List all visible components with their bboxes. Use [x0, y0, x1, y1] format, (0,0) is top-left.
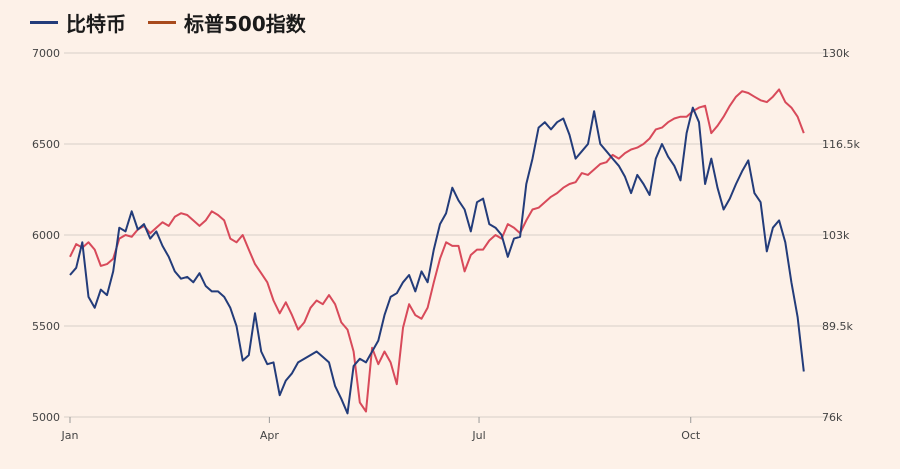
legend-item-sp500: 标普500指数	[148, 8, 306, 37]
right-tick-label-0: 76k	[822, 411, 843, 424]
legend-label-sp500: 标普500指数	[184, 12, 306, 36]
right-tick-label-2: 103k	[822, 229, 850, 242]
legend-swatch-bitcoin	[30, 21, 58, 24]
sp500-line	[69, 88, 805, 413]
right-tick-label-4: 130k	[822, 47, 850, 60]
series-lines	[69, 88, 805, 415]
left-tick-label-3: 6500	[32, 138, 60, 151]
x-tick-label-2: Jul	[471, 429, 485, 442]
bitcoin-line	[69, 106, 805, 415]
x-tick-label-0: Jan	[61, 429, 79, 442]
legend: 比特币 标普500指数	[30, 8, 328, 37]
gridlines	[64, 52, 830, 418]
x-tick-label-3: Oct	[681, 429, 701, 442]
legend-label-bitcoin: 比特币	[66, 12, 126, 36]
x-tick-label-1: Apr	[260, 429, 280, 442]
right-tick-label-1: 89.5k	[822, 320, 853, 333]
left-tick-label-2: 6000	[32, 229, 60, 242]
legend-swatch-sp500	[148, 21, 176, 24]
x-axis: Jan Apr Jul Oct	[61, 417, 701, 442]
left-y-axis: 5000 5500 6000 6500 7000	[32, 47, 60, 424]
legend-item-bitcoin: 比特币	[30, 8, 126, 37]
right-tick-label-3: 116.5k	[822, 138, 860, 151]
left-tick-label-1: 5500	[32, 320, 60, 333]
left-tick-label-4: 7000	[32, 47, 60, 60]
left-tick-label-0: 5000	[32, 411, 60, 424]
right-y-axis: 76k 89.5k 103k 116.5k 130k	[822, 47, 860, 424]
